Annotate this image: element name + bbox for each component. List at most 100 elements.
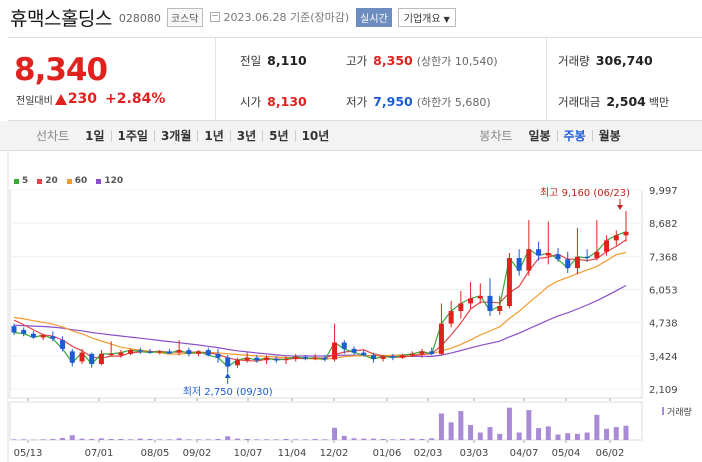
- legend-ma20: 20: [37, 176, 58, 186]
- candle-body: [89, 353, 95, 364]
- volume-bar: [322, 439, 328, 440]
- candle-body: [390, 356, 396, 358]
- volume-bar: [448, 422, 454, 440]
- volume-bar: [273, 439, 279, 440]
- period-3y[interactable]: 3년: [229, 129, 262, 142]
- legend-ma120: 120: [96, 176, 123, 186]
- change-percent: +2.84%: [105, 91, 166, 107]
- volume-bar: [574, 433, 580, 440]
- y-tick-label: 4,738: [649, 319, 678, 330]
- price-plot-border: [9, 189, 643, 399]
- volume-bar: [623, 425, 629, 440]
- candle-body: [497, 305, 503, 312]
- open-price: 시가 8,130: [240, 94, 307, 110]
- volume-bar: [234, 438, 240, 440]
- period-1w[interactable]: 1주일: [110, 129, 154, 142]
- candle-body: [361, 352, 367, 356]
- legend-ma60: 60: [66, 176, 87, 186]
- volume-bar: [118, 438, 124, 440]
- candle-body: [322, 357, 328, 360]
- candle-body: [458, 303, 464, 312]
- candle-monthly[interactable]: 월봉: [591, 129, 627, 142]
- candle-body: [312, 357, 318, 359]
- volume-bar: [157, 439, 163, 440]
- stock-header: 휴맥스홀딩스 028080 코스닥 2023.06.28 기준(장마감) 실시간…: [0, 0, 702, 34]
- high-arrow-head: [617, 205, 623, 210]
- volume-bar: [477, 432, 483, 440]
- volume-bar: [584, 432, 590, 440]
- y-tick-label: 8,682: [649, 219, 678, 230]
- volume-label: 거래량: [558, 54, 590, 68]
- period-1y[interactable]: 1년: [197, 129, 229, 142]
- amount-value: 2,504: [606, 94, 646, 109]
- period-10y[interactable]: 10년: [294, 129, 336, 142]
- volume-bar: [438, 413, 444, 440]
- chevron-down-icon: ▼: [443, 14, 450, 24]
- candle-body: [332, 342, 338, 360]
- volume-bar: [341, 435, 347, 440]
- volume-bar: [312, 438, 318, 440]
- low-label: 저가: [346, 95, 368, 109]
- candle-body: [613, 235, 619, 241]
- volume-bar: [361, 438, 367, 440]
- candle-body: [506, 258, 512, 306]
- x-tick-label: 02/03: [414, 448, 443, 459]
- y-tick-label: 2,109: [649, 385, 678, 396]
- company-overview-dropdown[interactable]: 기업개요 ▼: [397, 7, 456, 27]
- candle-body: [234, 360, 240, 366]
- period-5y[interactable]: 5년: [262, 129, 294, 142]
- high-value: 8,350: [373, 53, 413, 68]
- candle-body: [79, 352, 85, 362]
- candle-body: [118, 352, 124, 356]
- realtime-button[interactable]: 실시간: [356, 7, 392, 27]
- volume-bar: [302, 439, 308, 440]
- volume-bar: [613, 427, 619, 440]
- candle-body: [244, 357, 250, 361]
- x-tick-label: 06/02: [596, 448, 625, 459]
- period-3m[interactable]: 3개월: [153, 129, 197, 142]
- candle-body: [370, 355, 376, 359]
- volume-bar: [468, 425, 474, 440]
- candle-body: [536, 249, 542, 256]
- x-tick-label: 09/02: [183, 448, 212, 459]
- low-value: 7,950: [373, 94, 413, 109]
- candle-body: [545, 252, 551, 256]
- y-tick-label: 9,997: [649, 186, 678, 197]
- volume-bar: [186, 439, 192, 440]
- x-tick-label: 05/04: [552, 448, 581, 459]
- volume-bar: [89, 438, 95, 440]
- volume-bar: [497, 433, 503, 440]
- period-1d[interactable]: 1일: [85, 128, 105, 143]
- candle-body: [477, 295, 483, 299]
- stock-code: 028080: [118, 12, 161, 25]
- candle-body: [50, 336, 56, 339]
- volume-bar: [244, 438, 250, 440]
- x-tick-label: 07/01: [85, 448, 114, 459]
- change-label: 전일대비: [16, 95, 53, 107]
- chart-period-toolbar: 선차트 1일 1주일 3개월 1년 3년 5년 10년 봉차트 일봉 주봉 월봉: [0, 121, 702, 151]
- volume-value: 306,740: [595, 53, 653, 68]
- current-price: 8,340: [14, 52, 108, 88]
- x-tick-label: 03/03: [460, 448, 489, 459]
- volume-bar: [30, 439, 36, 441]
- candle-body: [196, 351, 202, 354]
- divider: [546, 38, 547, 122]
- legend-label: 120: [104, 176, 124, 186]
- candle-body: [157, 351, 163, 353]
- candle-body: [30, 333, 36, 338]
- moving-average-legend: 5 20 60 120: [14, 176, 132, 186]
- x-tick-label: 11/04: [278, 448, 307, 459]
- candle-body: [176, 350, 182, 353]
- candle-daily[interactable]: 일봉: [528, 128, 551, 143]
- candle-weekly[interactable]: 주봉: [556, 129, 592, 142]
- candle-body: [98, 353, 104, 364]
- candle-body: [555, 254, 561, 260]
- volume-bar: [390, 439, 396, 440]
- price-summary: 8,340 전일대비 230 +2.84% 전일 8,110 고가 8,350 …: [8, 37, 702, 122]
- high-price: 고가 8,350 (상한가 10,540): [346, 53, 498, 69]
- as-of-date: 2023.06.28 기준(장마감): [223, 11, 350, 24]
- candle-body: [21, 329, 27, 334]
- candle-body: [380, 356, 386, 359]
- company-name: 휴맥스홀딩스: [10, 7, 112, 30]
